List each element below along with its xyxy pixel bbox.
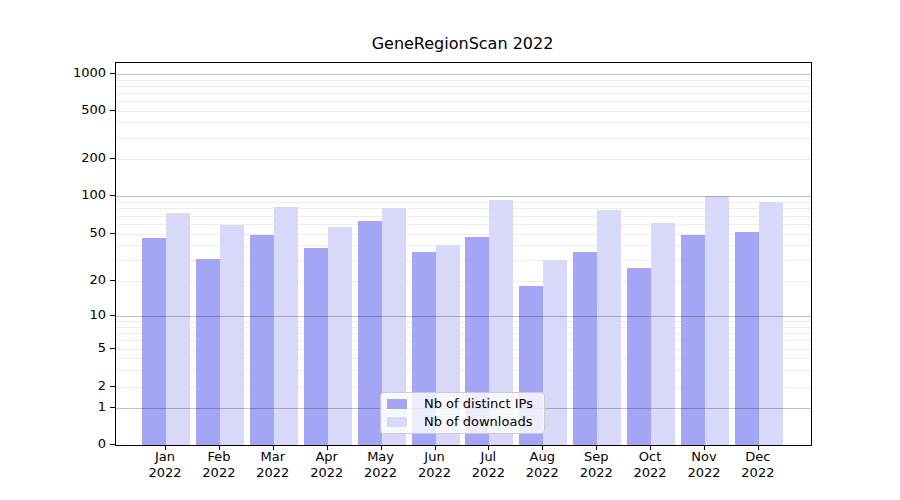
x-tick-label-sep: Sep2022 xyxy=(566,449,626,480)
y-tick-label-50: 50 xyxy=(0,224,106,242)
x-tick-label-dec: Dec2022 xyxy=(728,449,788,480)
legend-label-distinct-ips: Nb of distinct IPs xyxy=(424,396,533,412)
legend: Nb of distinct IPs Nb of downloads xyxy=(380,392,545,434)
y-tick-mark-20 xyxy=(110,280,115,281)
y-tick-mark-2 xyxy=(110,386,115,387)
y-tick-mark-1000 xyxy=(110,73,115,74)
legend-entry-distinct-ips: Nb of distinct IPs xyxy=(381,396,544,412)
y-tick-label-20: 20 xyxy=(0,271,106,289)
x-tick-label-nov: Nov2022 xyxy=(674,449,734,480)
y-tick-mark-10 xyxy=(110,315,115,316)
y-tick-label-0: 0 xyxy=(0,435,106,453)
y-tick-mark-200 xyxy=(110,158,115,159)
legend-swatch-downloads xyxy=(387,417,407,427)
y-tick-mark-1 xyxy=(110,407,115,408)
y-tick-label-1: 1 xyxy=(0,398,106,416)
y-tick-label-5: 5 xyxy=(0,339,106,357)
x-tick-label-jan: Jan2022 xyxy=(135,449,195,480)
major-gridlines xyxy=(116,63,811,445)
y-tick-label-2: 2 xyxy=(0,377,106,395)
y-tick-mark-100 xyxy=(110,195,115,196)
x-tick-label-mar: Mar2022 xyxy=(243,449,303,480)
x-tick-label-jul: Jul2022 xyxy=(458,449,518,480)
y-tick-mark-50 xyxy=(110,233,115,234)
gridline-100 xyxy=(116,196,811,197)
x-tick-label-oct: Oct2022 xyxy=(620,449,680,480)
x-tick-label-may: May2022 xyxy=(351,449,411,480)
x-tick-label-feb: Feb2022 xyxy=(189,449,249,480)
legend-swatch-distinct-ips xyxy=(387,399,407,409)
download-stats-figure: GeneRegionScan 2022 0 1 2 5 10 20 50 100 200 500 1… xyxy=(0,0,900,500)
y-tick-label-200: 200 xyxy=(0,149,106,167)
plot-area xyxy=(115,62,812,446)
y-tick-label-500: 500 xyxy=(0,101,106,119)
gridline-1000 xyxy=(116,74,811,75)
y-tick-label-10: 10 xyxy=(0,306,106,324)
y-tick-mark-500 xyxy=(110,110,115,111)
x-tick-label-apr: Apr2022 xyxy=(297,449,357,480)
legend-label-downloads: Nb of downloads xyxy=(424,414,532,430)
y-tick-label-1000: 1000 xyxy=(0,64,106,82)
y-tick-mark-5 xyxy=(110,348,115,349)
x-tick-label-aug: Aug2022 xyxy=(512,449,572,480)
x-tick-label-jun: Jun2022 xyxy=(405,449,465,480)
y-tick-mark-0 xyxy=(110,444,115,445)
legend-entry-downloads: Nb of downloads xyxy=(381,414,544,430)
y-tick-label-100: 100 xyxy=(0,186,106,204)
gridline-10 xyxy=(116,316,811,317)
chart-title: GeneRegionScan 2022 xyxy=(115,35,810,53)
